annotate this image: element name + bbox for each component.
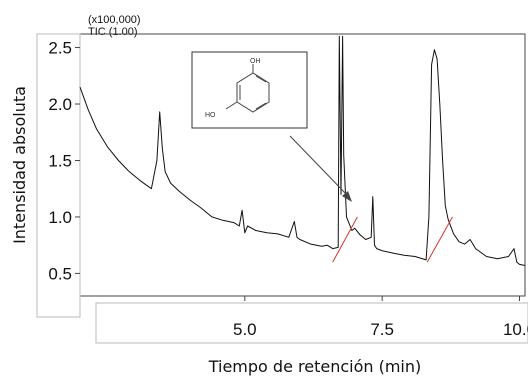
peak-baseline-line: [332, 216, 358, 263]
trace-label: TIC (1.00): [88, 26, 138, 38]
annotation-arrow-line: [289, 135, 349, 197]
x-tick-label: 5.0: [233, 320, 257, 339]
y-tick-label: 1.0: [48, 208, 72, 227]
x-axis-ticks: 5.0 7.5 10.0: [233, 296, 528, 339]
x-tick-label: 7.5: [370, 320, 394, 339]
hydroxyl-label-top: OH: [250, 58, 261, 65]
y-tick-label: 2.0: [48, 95, 72, 114]
x-axis-box: [95, 302, 528, 344]
hydroxyl-label-bottom: HO: [205, 112, 216, 119]
y-tick-label: 0.5: [48, 264, 72, 283]
structure-box: [191, 51, 308, 129]
resorcinol-structure-icon: [225, 64, 270, 113]
x-axis-title: Tiempo de retención (min): [208, 357, 422, 376]
y-axis-ticks: 0.5 1.0 1.5 2.0 2.5: [48, 39, 80, 283]
y-axis-title: Intensidad absoluta: [10, 86, 29, 244]
series-layer: [79, 35, 526, 266]
y-tick-label: 2.5: [48, 39, 72, 58]
x-tick-label: 10.0: [503, 320, 528, 339]
peak-baseline-line: [426, 216, 453, 263]
annotation-arrowhead: [342, 191, 352, 202]
baseline-layer: [332, 216, 453, 263]
tic-series-line: [79, 35, 526, 266]
structure-annotation: OH HO: [191, 51, 352, 202]
y-multiplier-label: (x100,000): [88, 14, 141, 26]
y-axis-box: [36, 33, 81, 318]
y-tick-label: 1.5: [48, 151, 72, 170]
